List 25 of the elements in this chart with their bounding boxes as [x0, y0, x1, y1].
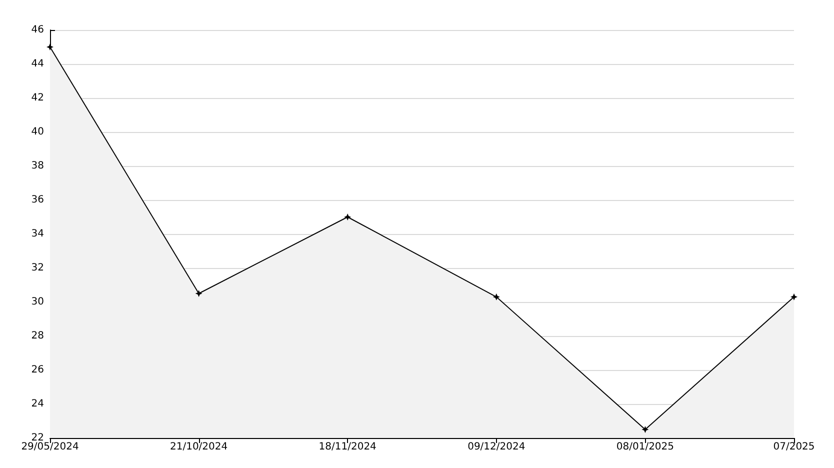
- y-tick-label: 44: [31, 58, 44, 70]
- point: [492, 293, 500, 300]
- point: [195, 290, 202, 297]
- y-tick-label: 30: [31, 296, 44, 308]
- x-tick-label: 08/01/2025: [616, 442, 674, 452]
- y-tick-label: 24: [31, 398, 44, 410]
- x-tick-label: 21/10/2024: [170, 442, 228, 452]
- x-tick-label: 07/2025: [773, 442, 815, 452]
- y-tick-label: 26: [31, 364, 44, 376]
- y-tick-label: 42: [31, 92, 44, 104]
- y-tick-label: 36: [31, 194, 44, 206]
- point: [46, 44, 54, 50]
- point: [642, 426, 649, 433]
- x-tick-label: 29/05/2024: [21, 442, 79, 452]
- y-tick-label: 38: [31, 160, 44, 172]
- y-tick-label: 46: [31, 24, 44, 36]
- y-tick-label: 22: [31, 432, 44, 444]
- x-tick-label: 09/12/2024: [468, 442, 526, 452]
- y-tick-label: 32: [31, 262, 44, 274]
- x-tick-label: 18/11/2024: [318, 442, 376, 452]
- y-tick-label: 40: [31, 126, 44, 138]
- y-tick-label: 34: [31, 228, 44, 240]
- point: [790, 293, 798, 300]
- y-tick-label: 28: [31, 330, 44, 342]
- point: [344, 214, 352, 220]
